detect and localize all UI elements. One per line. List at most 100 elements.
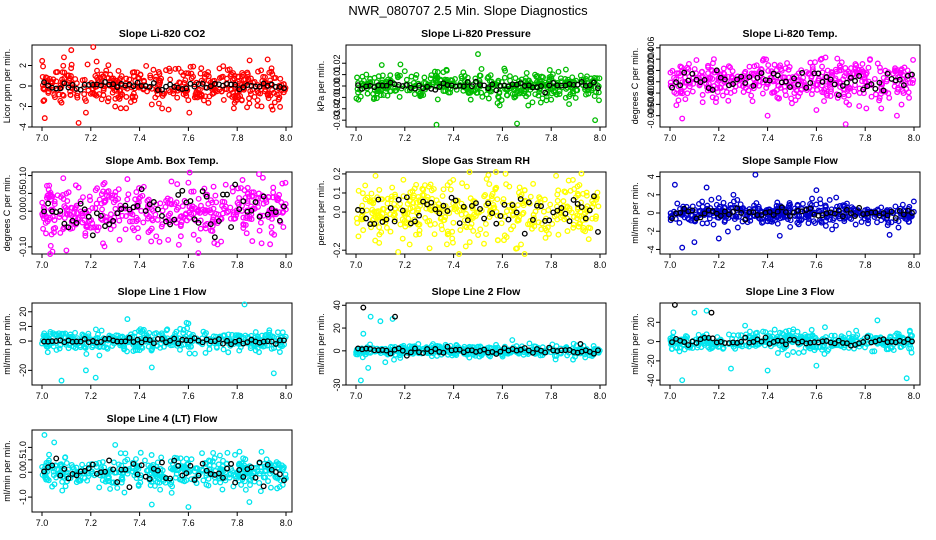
reference-point <box>228 341 235 348</box>
data-point <box>98 71 105 78</box>
data-point <box>109 192 116 199</box>
data-point <box>865 64 872 71</box>
data-point <box>746 328 753 335</box>
reference-point <box>713 67 720 74</box>
x-tick-label: 7.6 <box>182 391 195 401</box>
reference-point <box>134 79 141 86</box>
data-point <box>782 88 789 95</box>
data-point <box>563 85 570 92</box>
data-point <box>90 44 97 50</box>
y-tick-label: 0.0 <box>18 466 28 479</box>
data-point <box>463 210 469 217</box>
data-point <box>148 238 155 245</box>
data-point <box>444 182 451 188</box>
data-point <box>533 73 540 80</box>
data-point <box>784 60 790 67</box>
reference-point <box>138 186 145 193</box>
reference-point <box>669 84 675 91</box>
data-point <box>82 367 89 374</box>
data-point <box>910 198 917 205</box>
data-point <box>65 189 72 196</box>
data-point <box>429 206 436 213</box>
y-tick-label: 0.10 <box>18 167 28 185</box>
reference-point <box>546 344 553 351</box>
data-point <box>83 351 90 357</box>
reference-point <box>750 209 757 216</box>
x-tick-label: 7.6 <box>182 133 195 143</box>
data-point <box>43 74 49 81</box>
data-point <box>796 217 803 224</box>
data-point <box>578 170 585 177</box>
data-point <box>765 67 772 74</box>
data-point <box>213 199 220 206</box>
data-point <box>157 486 164 493</box>
data-point <box>903 375 910 382</box>
data-point <box>799 200 806 207</box>
data-point <box>509 337 516 344</box>
data-point <box>156 70 163 77</box>
x-tick-label: 7.6 <box>810 133 823 143</box>
data-point <box>549 85 556 92</box>
data-point <box>671 181 678 188</box>
data-point <box>84 477 91 484</box>
data-point <box>555 187 562 194</box>
data-point <box>129 225 136 232</box>
data-point <box>355 233 362 240</box>
reference-point <box>673 79 680 86</box>
data-point <box>206 346 213 353</box>
data-point <box>379 211 386 217</box>
data-point <box>242 222 249 228</box>
data-point <box>75 119 82 126</box>
data-point <box>165 212 172 219</box>
data-point <box>271 231 278 238</box>
reference-point <box>586 82 593 89</box>
data-point <box>853 327 860 334</box>
reference-point <box>856 204 863 211</box>
reference-point <box>456 220 463 227</box>
data-point <box>712 99 719 106</box>
reference-point <box>677 209 684 216</box>
data-point <box>545 207 552 214</box>
data-point <box>156 238 163 245</box>
data-point <box>529 99 536 106</box>
data-point <box>48 196 55 203</box>
data-point <box>543 227 550 234</box>
data-point <box>140 219 147 226</box>
reference-point <box>428 348 435 355</box>
x-tick-label: 7.8 <box>545 260 558 270</box>
reference-point <box>577 341 584 347</box>
reference-point <box>501 201 508 208</box>
data-point <box>168 178 175 185</box>
data-point <box>764 215 771 222</box>
data-point <box>677 63 684 70</box>
data-point <box>103 188 110 195</box>
reference-point <box>122 202 129 209</box>
reference-point <box>693 76 700 83</box>
data-point <box>887 333 894 340</box>
data-point <box>397 221 404 228</box>
data-point <box>450 176 457 183</box>
y-tick-label: -0.02 <box>332 99 342 120</box>
reference-point <box>843 79 850 86</box>
reference-point <box>150 80 157 86</box>
reference-point <box>590 193 597 200</box>
data-point <box>752 171 759 178</box>
data-point <box>829 226 836 233</box>
data-point <box>447 186 454 193</box>
data-point <box>40 98 47 104</box>
reference-point <box>590 79 597 86</box>
data-point <box>61 54 67 61</box>
reference-point <box>681 339 688 345</box>
x-tick-label: 7.0 <box>664 391 677 401</box>
x-tick-label: 7.0 <box>36 518 49 528</box>
reference-point <box>41 79 47 86</box>
reference-point <box>61 80 68 87</box>
data-point <box>193 89 200 95</box>
panel-title: Slope Gas Stream RH <box>422 155 530 167</box>
data-point <box>148 206 155 213</box>
data-point <box>379 85 386 92</box>
data-point <box>450 219 457 226</box>
data-point <box>841 218 848 225</box>
data-point <box>56 345 63 352</box>
y-tick-label: 0 <box>18 83 28 88</box>
